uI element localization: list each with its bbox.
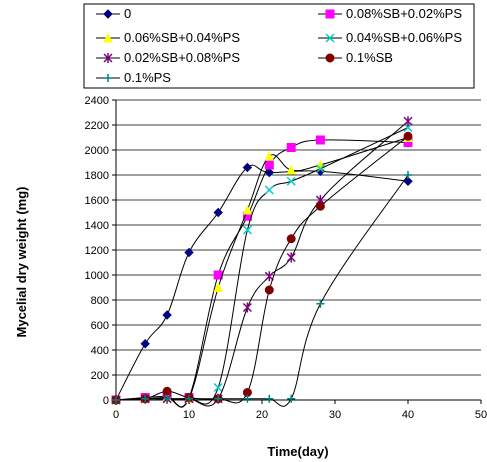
y-tick-label: 600 <box>91 320 109 332</box>
data-point <box>264 151 275 161</box>
legend-item-2: 0.06%SB+0.04%PS <box>96 30 240 45</box>
series-6 <box>112 171 412 407</box>
data-point <box>185 394 193 403</box>
data-point <box>242 225 252 235</box>
legend-item-3: 0.04%SB+0.06%PS <box>318 30 462 45</box>
data-point <box>214 394 223 403</box>
y-tick-label: 200 <box>91 370 109 382</box>
data-point <box>264 160 274 170</box>
legend-label: 0.04%SB+0.06%PS <box>346 30 462 45</box>
legend-marker <box>325 33 335 43</box>
y-tick-label: 2400 <box>85 95 109 107</box>
data-point <box>265 394 274 403</box>
data-point <box>264 185 274 195</box>
series-line-2 <box>115 137 409 408</box>
x-tick-label: 40 <box>402 409 414 421</box>
y-tick-label: 2000 <box>85 145 109 157</box>
data-point <box>163 394 172 403</box>
data-point <box>140 339 150 349</box>
legend-label: 0.06%SB+0.04%PS <box>124 30 240 45</box>
data-point <box>403 131 413 141</box>
data-point <box>315 201 325 211</box>
data-point <box>264 271 274 282</box>
y-tick-label: 1600 <box>85 195 109 207</box>
legend-item-4: 0.02%SB+0.08%PS <box>96 50 240 65</box>
data-point <box>315 135 325 145</box>
x-tick-label: 0 <box>113 409 119 421</box>
data-point <box>404 171 412 179</box>
data-point <box>213 282 224 292</box>
x-tick-label: 20 <box>256 409 268 421</box>
legend-item-5: 0.1%SB <box>318 50 393 65</box>
data-point <box>286 252 296 263</box>
data-point <box>242 162 253 173</box>
data-point <box>162 386 172 396</box>
legend: 0 0.08%SB+0.02%PS 0.06%SB+0.04%PS 0.04%SB+0… <box>83 3 475 89</box>
data-point <box>184 247 194 258</box>
legend-label: 0.08%SB+0.02%PS <box>346 6 462 21</box>
legend-marker <box>103 53 113 63</box>
grid <box>116 99 481 376</box>
y-tick-label: 2200 <box>85 120 109 132</box>
y-tick-label: 1400 <box>85 220 109 232</box>
data-point <box>162 310 172 320</box>
data-point <box>315 164 325 174</box>
x-tick-label: 10 <box>183 409 195 421</box>
legend-marker <box>325 53 335 63</box>
y-tick-label: 0 <box>103 395 109 407</box>
data-point <box>264 285 274 295</box>
legend-marker <box>104 74 112 82</box>
legend-label: 0 <box>124 6 131 21</box>
y-tick-label: 1200 <box>85 245 109 257</box>
legend-item-1: 0.08%SB+0.02%PS <box>318 6 462 21</box>
legend-label: 0.1%SB <box>346 50 393 65</box>
x-tick-label: 30 <box>329 409 341 421</box>
legend-marker <box>103 9 113 19</box>
y-tick-label: 1000 <box>85 270 109 282</box>
x-tick-label: 50 <box>475 409 487 421</box>
legend-box <box>83 3 475 89</box>
legend-label: 0.1%PS <box>124 70 171 85</box>
y-tick-label: 400 <box>91 345 109 357</box>
legend-item-6: 0.1%PS <box>96 70 171 85</box>
data-point <box>286 234 296 244</box>
data-point <box>403 176 413 186</box>
data-point <box>242 204 253 215</box>
y-axis-title: Mycelial dry weight (mg) <box>14 187 29 338</box>
data-point <box>243 394 252 403</box>
data-point <box>286 164 297 175</box>
data-point <box>286 143 296 152</box>
data-point <box>286 176 296 186</box>
data-point <box>213 207 223 218</box>
series-line-1 <box>115 139 409 408</box>
data-point <box>403 116 413 127</box>
data-point <box>112 396 120 404</box>
legend-marker <box>103 32 113 43</box>
legend-label: 0.02%SB+0.08%PS <box>124 50 240 65</box>
data-point <box>242 302 252 313</box>
y-tick-label: 800 <box>91 295 109 307</box>
legend-item-0: 0 <box>96 6 131 21</box>
data-point <box>316 299 325 308</box>
y-tick-label: 1800 <box>85 170 109 182</box>
x-axis-title: Time(day) <box>267 444 328 459</box>
data-point <box>287 394 296 403</box>
legend-marker <box>325 9 335 19</box>
data-point <box>141 394 150 403</box>
data-point <box>213 382 223 393</box>
data-point <box>264 167 275 178</box>
